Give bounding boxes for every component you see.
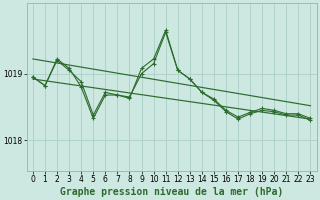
X-axis label: Graphe pression niveau de la mer (hPa): Graphe pression niveau de la mer (hPa) [60,186,283,197]
